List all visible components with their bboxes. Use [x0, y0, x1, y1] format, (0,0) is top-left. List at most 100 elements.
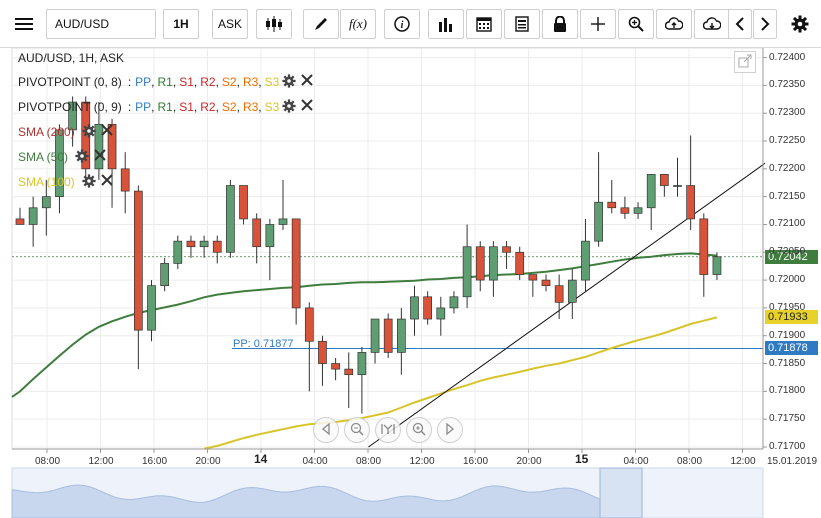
sma-settings-button[interactable] — [82, 124, 98, 140]
sma-remove-button[interactable] — [94, 149, 110, 165]
candle-body — [489, 246, 498, 281]
navigator-panel — [11, 467, 764, 518]
indicators-button[interactable]: f(x) — [340, 9, 376, 39]
candle-body — [581, 240, 590, 281]
bearish-candle — [699, 213, 709, 297]
price-type-button[interactable]: ASK — [212, 9, 248, 39]
candlestick-icon — [264, 16, 284, 32]
bullish-candle — [173, 235, 183, 269]
candle-body — [594, 201, 603, 242]
candle-body — [607, 201, 617, 209]
pivot-legend-part: S3 — [264, 75, 280, 89]
candle-body — [120, 168, 130, 192]
bullish-candle — [370, 318, 380, 364]
candle-body — [646, 174, 656, 209]
draw-button[interactable] — [303, 9, 339, 39]
reset-zoom-button[interactable] — [375, 417, 401, 443]
candle-body — [134, 190, 143, 331]
pp-price-tag: 0.71878 — [765, 341, 818, 355]
bullish-candle — [712, 252, 722, 281]
volume-button[interactable] — [428, 9, 464, 39]
bullish-candle — [594, 152, 603, 247]
y-tick-label: 0.71900 — [769, 329, 806, 341]
calendar-button[interactable] — [466, 9, 502, 39]
sma-settings-button[interactable] — [75, 149, 91, 165]
sma50-line — [11, 252, 718, 398]
bearish-candle — [331, 357, 340, 381]
zoom-in-button[interactable] — [406, 417, 432, 443]
bullish-candle — [489, 241, 498, 297]
x-tick-label: 12:00 — [409, 456, 435, 467]
pan-right-button[interactable] — [437, 417, 463, 443]
news-button[interactable] — [504, 9, 540, 39]
upload-button[interactable] — [656, 9, 692, 39]
pivot-legend-name: PIVOTPOINT (0, 8) — [18, 75, 122, 89]
price-chart[interactable] — [0, 48, 821, 518]
pivot-settings-button[interactable] — [282, 99, 298, 115]
bullish-candle — [68, 96, 77, 147]
bearish-candle — [475, 241, 485, 292]
pivot-remove-button[interactable] — [301, 74, 317, 90]
settings-button[interactable] — [786, 9, 814, 39]
scroll-left-button[interactable] — [728, 9, 752, 39]
svg-text:i: i — [401, 20, 404, 31]
x-tick-label: 12:00 — [730, 456, 756, 467]
pivot-legend-comma: , — [151, 100, 155, 114]
pivot-legend-part: R2 — [200, 100, 216, 114]
candle-body — [620, 207, 630, 214]
sma-legend-name: SMA (50) — [18, 150, 69, 164]
document-icon — [514, 16, 530, 32]
bearish-candle — [120, 152, 130, 214]
menu-button[interactable] — [6, 9, 42, 39]
pivot-legend-row: PIVOTPOINT (0, 9): PP, R1, S1, R2, S2, R3, S3 — [18, 99, 317, 115]
scroll-right-button[interactable] — [753, 9, 777, 39]
lock-button[interactable] — [542, 9, 578, 39]
zoom-button[interactable] — [618, 9, 654, 39]
expand-button[interactable] — [734, 51, 756, 73]
bearish-candle — [686, 135, 696, 231]
crosshair-button[interactable] — [580, 9, 616, 39]
pivot-remove-button[interactable] — [301, 99, 317, 115]
gear-icon — [75, 149, 89, 166]
pivot-legend-comma: , — [193, 75, 198, 89]
bearish-candle — [318, 335, 327, 386]
chart-area[interactable]: AUD/USD, 1H, ASK PIVOTPOINT (0, 8): PP, R1… — [0, 48, 821, 518]
candle-body — [528, 274, 538, 281]
chevron-left-icon — [735, 17, 745, 31]
pivot-legend-comma: , — [215, 100, 219, 114]
timeframe-button[interactable]: 1H — [163, 9, 199, 39]
info-button[interactable]: i — [384, 9, 420, 39]
candle-body — [15, 218, 25, 225]
sma100-price-tag: 0.71933 — [765, 310, 818, 324]
pivot-settings-button[interactable] — [282, 74, 298, 90]
download-button[interactable] — [694, 9, 730, 39]
pan-left-button[interactable] — [313, 417, 339, 443]
candle-body — [186, 240, 196, 248]
zoom-controls — [313, 417, 463, 443]
candle-body — [410, 296, 419, 320]
sma-settings-button[interactable] — [82, 174, 98, 190]
pivot-legend-comma: , — [236, 75, 240, 89]
pivot-legend-comma: , — [258, 100, 262, 114]
bearish-candle — [502, 241, 511, 269]
pivot-legend-comma: , — [151, 75, 155, 89]
sma-remove-button[interactable] — [100, 124, 117, 140]
x-tick-label: 20:00 — [195, 456, 221, 467]
candle-body — [541, 279, 551, 287]
pivot-legend-part: PP — [135, 75, 152, 89]
zoom-out-button[interactable] — [344, 417, 370, 443]
gear-icon — [82, 124, 96, 141]
y-tick-label: 0.72100 — [769, 218, 806, 230]
candle-body — [94, 123, 104, 170]
sma-legend-row: SMA (100) — [18, 174, 117, 190]
chart-type-button[interactable] — [256, 9, 292, 39]
close-icon — [301, 99, 314, 114]
candle-body — [475, 246, 485, 281]
bearish-candle — [239, 185, 248, 225]
sma-remove-button[interactable] — [100, 174, 117, 190]
bearish-candle — [423, 291, 432, 325]
sma-legend-name: SMA (200) — [18, 125, 75, 139]
sma100-line — [203, 316, 718, 450]
symbol-input[interactable] — [46, 9, 156, 39]
